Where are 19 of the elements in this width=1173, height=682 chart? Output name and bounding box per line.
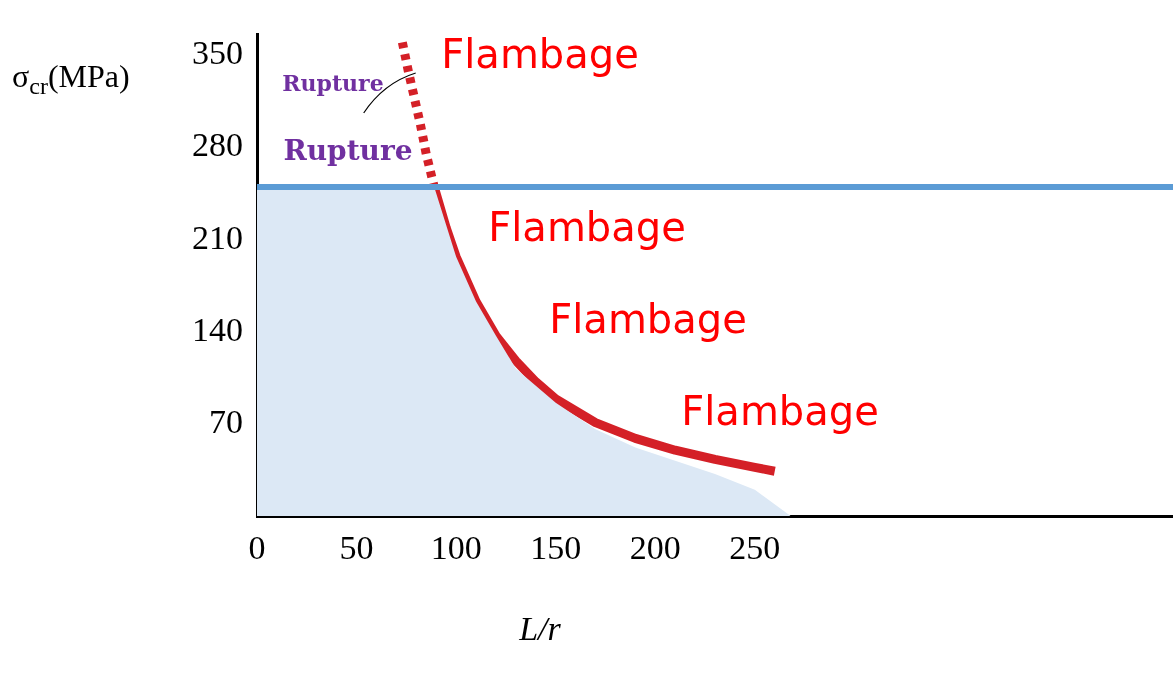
y-axis-title: σ$_{cr}$(MPa) (12, 58, 130, 101)
x-tick-label: 150 (530, 529, 582, 567)
x-tick-label: 200 (629, 529, 681, 567)
y-tick-label: 350 (192, 34, 243, 72)
annotation: Flambage (549, 296, 747, 343)
x-axis-title: L/r (518, 610, 562, 648)
x-tick-label: 100 (430, 529, 482, 567)
x-tick-label: 0 (248, 529, 266, 567)
annotation: Flambage (681, 388, 879, 435)
x-tick-label: 250 (729, 529, 781, 567)
annotation: Flambage (488, 204, 686, 251)
annotation: Flambage (441, 31, 639, 78)
x-tick-label: 50 (339, 529, 374, 567)
y-tick-label: 140 (192, 310, 243, 348)
y-tick-label: 210 (192, 218, 243, 256)
annotation: Rupture (283, 134, 413, 168)
y-tick-label: 70 (209, 402, 243, 440)
y-tick-label: 280 (192, 126, 243, 164)
annotation: Rupture (282, 69, 384, 96)
